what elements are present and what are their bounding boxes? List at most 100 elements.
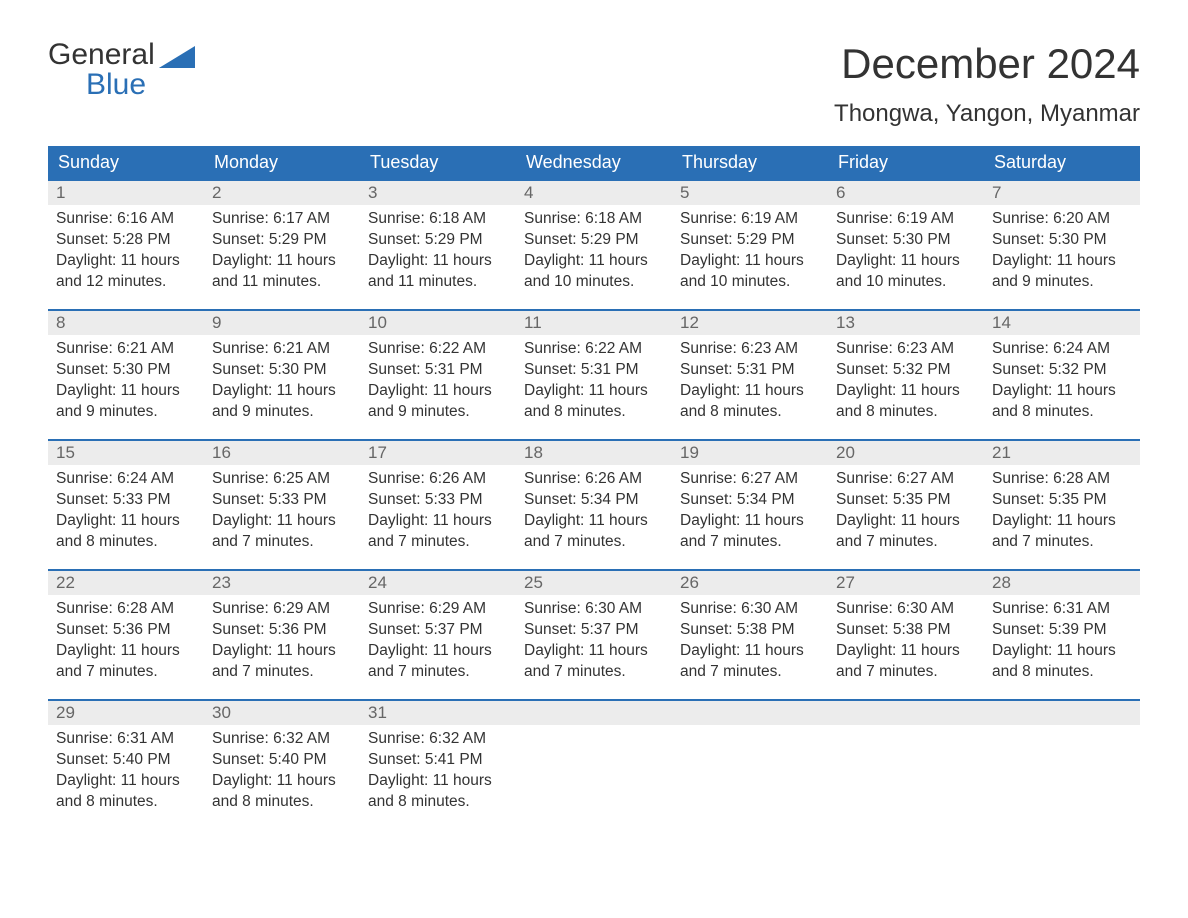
- calendar-cell: 27Sunrise: 6:30 AMSunset: 5:38 PMDayligh…: [828, 570, 984, 700]
- sunrise-line: Sunrise: 6:25 AM: [212, 469, 352, 490]
- day-number: 29: [48, 701, 204, 725]
- day-data: Sunrise: 6:21 AMSunset: 5:30 PMDaylight:…: [48, 335, 204, 433]
- day-number: 8: [48, 311, 204, 335]
- sunset-line: Sunset: 5:32 PM: [992, 360, 1132, 381]
- daylight-line: Daylight: 11 hours and 9 minutes.: [368, 381, 508, 423]
- calendar-table: Sunday Monday Tuesday Wednesday Thursday…: [48, 146, 1140, 830]
- calendar-cell: 16Sunrise: 6:25 AMSunset: 5:33 PMDayligh…: [204, 440, 360, 570]
- daylight-line: Daylight: 11 hours and 7 minutes.: [368, 511, 508, 553]
- day-data: Sunrise: 6:23 AMSunset: 5:32 PMDaylight:…: [828, 335, 984, 433]
- day-number: 22: [48, 571, 204, 595]
- day-number: [984, 701, 1140, 725]
- day-data: Sunrise: 6:30 AMSunset: 5:37 PMDaylight:…: [516, 595, 672, 693]
- sunset-line: Sunset: 5:33 PM: [368, 490, 508, 511]
- day-data: [828, 725, 984, 739]
- day-data: Sunrise: 6:30 AMSunset: 5:38 PMDaylight:…: [828, 595, 984, 693]
- sunrise-line: Sunrise: 6:24 AM: [992, 339, 1132, 360]
- daylight-line: Daylight: 11 hours and 11 minutes.: [212, 251, 352, 293]
- calendar-cell: 31Sunrise: 6:32 AMSunset: 5:41 PMDayligh…: [360, 700, 516, 830]
- calendar-cell: 22Sunrise: 6:28 AMSunset: 5:36 PMDayligh…: [48, 570, 204, 700]
- day-data: Sunrise: 6:16 AMSunset: 5:28 PMDaylight:…: [48, 205, 204, 303]
- day-number: 1: [48, 181, 204, 205]
- day-number: 4: [516, 181, 672, 205]
- daylight-line: Daylight: 11 hours and 7 minutes.: [836, 641, 976, 683]
- sunrise-line: Sunrise: 6:26 AM: [524, 469, 664, 490]
- day-number: 10: [360, 311, 516, 335]
- daylight-line: Daylight: 11 hours and 7 minutes.: [524, 511, 664, 553]
- calendar-cell: 4Sunrise: 6:18 AMSunset: 5:29 PMDaylight…: [516, 180, 672, 310]
- day-number: 31: [360, 701, 516, 725]
- day-number: 11: [516, 311, 672, 335]
- sunset-line: Sunset: 5:28 PM: [56, 230, 196, 251]
- day-data: Sunrise: 6:18 AMSunset: 5:29 PMDaylight:…: [516, 205, 672, 303]
- daylight-line: Daylight: 11 hours and 12 minutes.: [56, 251, 196, 293]
- daylight-line: Daylight: 11 hours and 8 minutes.: [56, 771, 196, 813]
- weekday-header: Saturday: [984, 146, 1140, 180]
- daylight-line: Daylight: 11 hours and 7 minutes.: [836, 511, 976, 553]
- calendar-cell: 6Sunrise: 6:19 AMSunset: 5:30 PMDaylight…: [828, 180, 984, 310]
- day-data: Sunrise: 6:32 AMSunset: 5:40 PMDaylight:…: [204, 725, 360, 823]
- sunrise-line: Sunrise: 6:21 AM: [212, 339, 352, 360]
- daylight-line: Daylight: 11 hours and 10 minutes.: [524, 251, 664, 293]
- day-number: [516, 701, 672, 725]
- sunset-line: Sunset: 5:30 PM: [992, 230, 1132, 251]
- brand-logo: General Blue: [48, 40, 195, 100]
- daylight-line: Daylight: 11 hours and 10 minutes.: [836, 251, 976, 293]
- sunset-line: Sunset: 5:34 PM: [680, 490, 820, 511]
- sunset-line: Sunset: 5:40 PM: [56, 750, 196, 771]
- day-number: 27: [828, 571, 984, 595]
- day-number: 3: [360, 181, 516, 205]
- calendar-week-row: 15Sunrise: 6:24 AMSunset: 5:33 PMDayligh…: [48, 440, 1140, 570]
- calendar-week-row: 8Sunrise: 6:21 AMSunset: 5:30 PMDaylight…: [48, 310, 1140, 440]
- sunset-line: Sunset: 5:32 PM: [836, 360, 976, 381]
- sunrise-line: Sunrise: 6:23 AM: [836, 339, 976, 360]
- sunset-line: Sunset: 5:31 PM: [524, 360, 664, 381]
- day-data: [516, 725, 672, 739]
- day-number: 5: [672, 181, 828, 205]
- sunset-line: Sunset: 5:35 PM: [992, 490, 1132, 511]
- daylight-line: Daylight: 11 hours and 7 minutes.: [680, 511, 820, 553]
- daylight-line: Daylight: 11 hours and 9 minutes.: [212, 381, 352, 423]
- day-number: 18: [516, 441, 672, 465]
- sunrise-line: Sunrise: 6:30 AM: [836, 599, 976, 620]
- sunset-line: Sunset: 5:29 PM: [368, 230, 508, 251]
- day-data: Sunrise: 6:19 AMSunset: 5:30 PMDaylight:…: [828, 205, 984, 303]
- location-subtitle: Thongwa, Yangon, Myanmar: [834, 100, 1140, 128]
- day-number: [828, 701, 984, 725]
- sunrise-line: Sunrise: 6:22 AM: [368, 339, 508, 360]
- daylight-line: Daylight: 11 hours and 8 minutes.: [56, 511, 196, 553]
- calendar-cell: 1Sunrise: 6:16 AMSunset: 5:28 PMDaylight…: [48, 180, 204, 310]
- daylight-line: Daylight: 11 hours and 8 minutes.: [992, 641, 1132, 683]
- daylight-line: Daylight: 11 hours and 10 minutes.: [680, 251, 820, 293]
- sunrise-line: Sunrise: 6:28 AM: [992, 469, 1132, 490]
- sunrise-line: Sunrise: 6:17 AM: [212, 209, 352, 230]
- day-number: [672, 701, 828, 725]
- sunset-line: Sunset: 5:41 PM: [368, 750, 508, 771]
- calendar-cell: 20Sunrise: 6:27 AMSunset: 5:35 PMDayligh…: [828, 440, 984, 570]
- sunset-line: Sunset: 5:33 PM: [212, 490, 352, 511]
- brand-word-1: General: [48, 40, 155, 70]
- calendar-cell: 9Sunrise: 6:21 AMSunset: 5:30 PMDaylight…: [204, 310, 360, 440]
- daylight-line: Daylight: 11 hours and 7 minutes.: [212, 641, 352, 683]
- sunrise-line: Sunrise: 6:27 AM: [836, 469, 976, 490]
- daylight-line: Daylight: 11 hours and 11 minutes.: [368, 251, 508, 293]
- day-number: 28: [984, 571, 1140, 595]
- calendar-cell: 3Sunrise: 6:18 AMSunset: 5:29 PMDaylight…: [360, 180, 516, 310]
- day-number: 19: [672, 441, 828, 465]
- day-data: Sunrise: 6:32 AMSunset: 5:41 PMDaylight:…: [360, 725, 516, 823]
- day-number: 6: [828, 181, 984, 205]
- daylight-line: Daylight: 11 hours and 7 minutes.: [368, 641, 508, 683]
- sunrise-line: Sunrise: 6:22 AM: [524, 339, 664, 360]
- sunrise-line: Sunrise: 6:31 AM: [56, 729, 196, 750]
- sunrise-line: Sunrise: 6:29 AM: [368, 599, 508, 620]
- day-number: 24: [360, 571, 516, 595]
- day-data: Sunrise: 6:23 AMSunset: 5:31 PMDaylight:…: [672, 335, 828, 433]
- calendar-cell: [672, 700, 828, 830]
- daylight-line: Daylight: 11 hours and 8 minutes.: [680, 381, 820, 423]
- sunrise-line: Sunrise: 6:20 AM: [992, 209, 1132, 230]
- month-title: December 2024: [834, 40, 1140, 88]
- day-number: 26: [672, 571, 828, 595]
- calendar-cell: 14Sunrise: 6:24 AMSunset: 5:32 PMDayligh…: [984, 310, 1140, 440]
- day-data: Sunrise: 6:27 AMSunset: 5:35 PMDaylight:…: [828, 465, 984, 563]
- day-data: Sunrise: 6:21 AMSunset: 5:30 PMDaylight:…: [204, 335, 360, 433]
